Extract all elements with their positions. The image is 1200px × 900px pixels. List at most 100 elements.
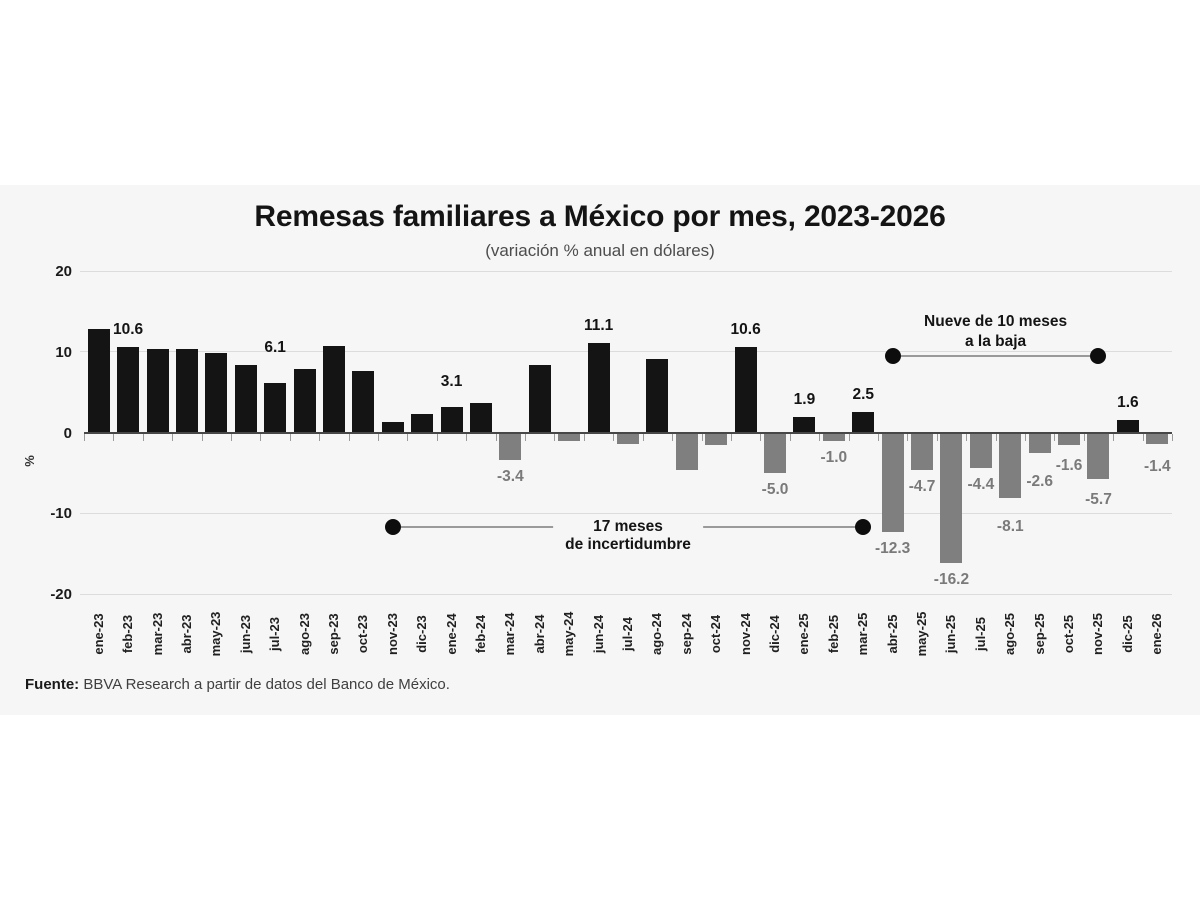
x-tick-label-ago-24: ago-24 xyxy=(649,613,665,655)
x-tick-label-jun-23: jun-23 xyxy=(237,614,253,654)
bar-dic-23 xyxy=(411,413,434,433)
bar-value-label-may-25: -4.7 xyxy=(908,478,936,496)
bar-abr-25 xyxy=(881,434,904,532)
x-axis-tick xyxy=(819,433,821,441)
x-axis-tick xyxy=(231,433,233,441)
bar-dic-24 xyxy=(764,434,787,473)
bar-dic-25 xyxy=(1116,419,1139,433)
x-tick-label-mar-24: mar-24 xyxy=(502,612,518,656)
bar-ene-26 xyxy=(1146,434,1169,444)
x-tick-label-mar-25: mar-25 xyxy=(855,612,871,656)
y-tick-label--10: -10 xyxy=(50,505,72,523)
bar-oct-23 xyxy=(352,371,375,433)
bar-sep-25 xyxy=(1028,434,1051,454)
x-axis-tick xyxy=(1054,433,1056,441)
annotation-line-1 xyxy=(900,354,1091,357)
x-tick-label-nov-25: nov-25 xyxy=(1090,613,1106,655)
x-axis-tick xyxy=(995,433,997,441)
x-tick-label-ene-23: ene-23 xyxy=(90,613,106,655)
annotation-text-1: Nueve de 10 meses a la baja xyxy=(924,312,1067,352)
y-axis-label: % xyxy=(22,455,37,467)
chart-title: Remesas familiares a México por mes, 202… xyxy=(254,200,946,233)
bar-mar-25 xyxy=(852,412,875,433)
x-axis-tick xyxy=(1172,433,1173,441)
source-text: BBVA Research a partir de datos del Banc… xyxy=(79,676,450,693)
bar-abr-23 xyxy=(175,349,198,433)
x-tick-label-jun-24: jun-24 xyxy=(590,614,606,654)
bar-nov-25 xyxy=(1087,434,1110,479)
x-tick-label-feb-24: feb-24 xyxy=(472,614,488,654)
x-tick-label-sep-25: sep-25 xyxy=(1031,613,1047,655)
bar-feb-23 xyxy=(117,346,140,433)
x-axis-tick xyxy=(877,433,879,441)
x-axis-tick xyxy=(848,433,850,441)
x-axis-line xyxy=(84,431,1172,434)
x-axis-tick xyxy=(289,433,291,441)
x-tick-label-may-25: may-25 xyxy=(914,611,930,657)
x-axis-tick xyxy=(907,433,909,441)
x-tick-label-abr-25: abr-25 xyxy=(884,614,900,654)
bar-jun-23 xyxy=(234,364,257,433)
x-tick-label-ago-25: ago-25 xyxy=(1002,613,1018,655)
y-tick-label--20: -20 xyxy=(50,586,72,603)
bar-ene-25 xyxy=(793,417,816,433)
x-tick-label-jul-23: jul-23 xyxy=(267,617,283,651)
bar-feb-25 xyxy=(822,434,845,441)
x-axis-tick xyxy=(525,433,527,441)
bar-value-label-ene-24: 3.1 xyxy=(440,373,463,391)
x-axis-tick xyxy=(672,433,674,441)
bar-jun-25 xyxy=(940,434,963,564)
x-tick-label-jun-25: jun-25 xyxy=(943,614,959,654)
annotation-text-line1: 17 meses xyxy=(593,517,663,535)
x-tick-label-mar-23: mar-23 xyxy=(149,612,165,656)
bar-value-label-ago-25: -8.1 xyxy=(996,517,1024,535)
x-tick-label-feb-23: feb-23 xyxy=(120,614,136,654)
x-axis-tick xyxy=(966,433,968,441)
bar-value-label-nov-25: -5.7 xyxy=(1085,490,1112,508)
annotation-dot-end-1 xyxy=(1090,347,1107,364)
annotation-text-line2: a la baja xyxy=(964,332,1027,350)
x-axis-tick xyxy=(378,433,380,441)
x-axis-tick xyxy=(613,433,615,441)
bar-oct-24 xyxy=(705,434,728,446)
x-axis-tick xyxy=(466,433,468,441)
x-tick-label-sep-24: sep-24 xyxy=(678,613,694,655)
bar-nov-23 xyxy=(381,422,404,433)
annotation-dot-start-1 xyxy=(884,347,901,364)
bar-may-24 xyxy=(558,434,581,442)
bar-value-label-nov-24: 10.6 xyxy=(730,320,761,338)
x-tick-label-ene-25: ene-25 xyxy=(796,613,812,655)
bar-nov-24 xyxy=(734,346,757,433)
bar-value-label-feb-25: -1.0 xyxy=(820,448,848,466)
bar-mar-24 xyxy=(499,434,522,460)
x-tick-label-dic-24: dic-24 xyxy=(767,615,783,653)
x-tick-label-oct-25: oct-25 xyxy=(1061,614,1077,654)
annotation-text-0: 17 meses de incertidumbre xyxy=(553,517,703,554)
x-tick-label-oct-24: oct-24 xyxy=(708,614,724,654)
bar-ene-23 xyxy=(87,329,110,433)
x-axis-tick xyxy=(701,433,703,441)
bar-value-label-jul-25: -4.4 xyxy=(967,476,995,494)
bar-value-label-feb-23: 10.6 xyxy=(113,320,144,338)
x-axis-tick xyxy=(936,433,938,441)
x-tick-label-ago-23: ago-23 xyxy=(296,613,312,655)
x-axis-tick xyxy=(730,433,732,441)
x-axis-tick xyxy=(495,433,497,441)
annotation-dot-end-0 xyxy=(855,518,872,535)
x-tick-label-ene-26: ene-26 xyxy=(1149,613,1165,655)
x-tick-label-jul-24: jul-24 xyxy=(620,617,635,651)
bar-jul-23 xyxy=(264,383,287,433)
bar-oct-25 xyxy=(1058,434,1081,446)
gridline--20 xyxy=(80,593,1172,595)
x-axis-tick xyxy=(1083,433,1085,441)
bar-abr-24 xyxy=(528,365,551,433)
bar-value-label-dic-24: -5.0 xyxy=(761,480,789,498)
gridline-20 xyxy=(80,270,1172,272)
x-axis-tick xyxy=(201,433,203,441)
x-axis-tick xyxy=(113,433,115,441)
x-tick-label-abr-23: abr-23 xyxy=(178,614,194,654)
x-tick-label-ene-24: ene-24 xyxy=(443,613,459,655)
bar-feb-24 xyxy=(469,402,492,433)
bar-value-label-sep-25: -2.6 xyxy=(1026,473,1054,491)
